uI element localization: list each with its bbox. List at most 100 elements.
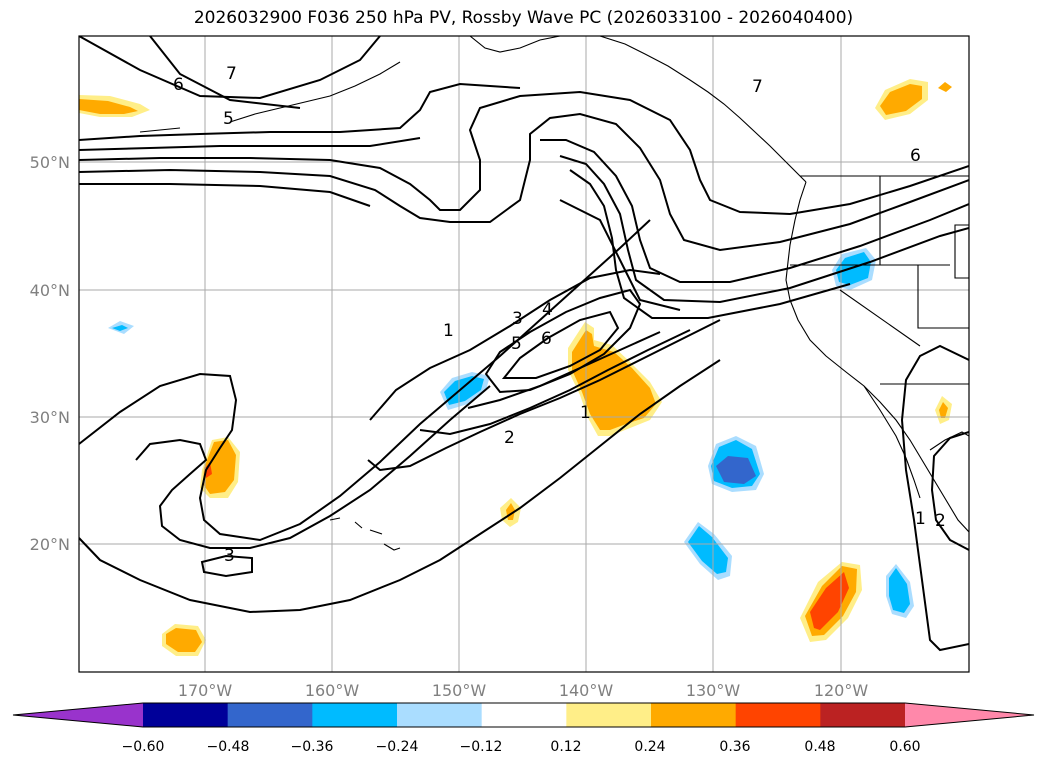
contour-polar-6b (149, 36, 301, 109)
contour-label: 1 (580, 403, 591, 423)
anomaly-negative-central-core (444, 376, 484, 405)
colorbar-segment (312, 703, 398, 727)
anomaly-positive-central-core (572, 330, 656, 430)
anomaly-positive-170w-peak (205, 462, 212, 478)
hawaii (329, 517, 401, 551)
contour-east-1 (900, 344, 969, 652)
negative-anomalies (108, 248, 914, 618)
contour-inner-2 (367, 319, 721, 472)
contour-label: 6 (910, 146, 921, 166)
colorbar-tick-label: −0.12 (460, 739, 503, 755)
anomaly-negative-east-peak (716, 456, 756, 484)
contour-jet-3 (79, 90, 969, 216)
map-title: 2026032900 F036 250 hPa PV, Rossby Wave … (193, 8, 854, 28)
baja-california (863, 385, 921, 499)
aleutian-islands (139, 61, 401, 133)
contour-label: 3 (512, 309, 523, 329)
anomaly-positive-baja-core (939, 402, 948, 418)
colorbar-segment (820, 703, 906, 727)
contour-jet-4 (79, 112, 969, 252)
contour-stream-6 (540, 139, 969, 283)
positive-anomalies (79, 79, 952, 656)
plot-frame (78, 35, 970, 673)
contour-east-2 (930, 431, 969, 551)
anomaly-positive-170w-core (203, 440, 236, 494)
anomaly-positive-ne-core (880, 84, 922, 115)
anomaly-positive-nw-core (79, 99, 138, 114)
contour-label: 5 (511, 334, 522, 354)
lon-label-160w: 160°W (305, 681, 360, 700)
contour-labels: 6 7 5 6 7 1 3 4 5 6 1 2 3 1 2 (173, 64, 946, 566)
colorbar-ticks: −0.60 −0.48 −0.36 −0.24 −0.12 0.12 0.24 … (122, 739, 921, 755)
contour-inner-1 (369, 268, 661, 421)
contour-label: 6 (541, 329, 552, 349)
colorbar-extend-high (905, 703, 1034, 727)
contour-mid-north-1 (559, 199, 681, 311)
colorbar-tick-label: 0.24 (634, 739, 665, 755)
colorbar-segment (227, 703, 313, 727)
colorbar-tick-label: −0.60 (122, 739, 165, 755)
lat-label-40n: 40°N (30, 281, 70, 300)
colorbar-tick-label: −0.48 (207, 739, 250, 755)
contour-label: 7 (226, 64, 237, 84)
colorbar-extend-low (13, 703, 143, 727)
contour-core-5 (484, 288, 642, 394)
colorbar-segment (566, 703, 652, 727)
lat-label-50n: 50°N (30, 153, 70, 172)
alaska-coast (469, 36, 807, 183)
anomaly-positive-tiny (938, 82, 952, 92)
lon-label-170w: 170°W (178, 681, 233, 700)
anomaly-negative-mexico-core (889, 568, 910, 613)
anomaly-negative-tiny-core (112, 325, 128, 331)
longitude-labels: 170°W 160°W 150°W 140°W 130°W 120°W (178, 681, 869, 700)
contour-label: 4 (542, 300, 553, 320)
contour-stream-8 (569, 169, 851, 319)
contour-jet-5 (79, 183, 371, 207)
map-content: 6 7 5 6 7 1 3 4 5 6 1 2 3 1 2 (79, 36, 969, 672)
contour-label: 1 (915, 509, 926, 529)
colorbar: −0.60 −0.48 −0.36 −0.24 −0.12 0.12 0.24 … (12, 702, 1035, 755)
colorbar-tick-label: −0.24 (376, 739, 419, 755)
lat-label-20n: 20°N (30, 535, 70, 554)
contour-polar-7 (79, 36, 381, 100)
contour-jet-1 (79, 82, 521, 141)
colorbar-segments (13, 703, 1034, 727)
colorbar-segment (397, 703, 483, 727)
colorbar-segment (143, 703, 229, 727)
lon-label-130w: 130°W (686, 681, 741, 700)
contour-label: 1 (443, 321, 454, 341)
colorbar-tick-label: 0.60 (889, 739, 920, 755)
colorbar-tick-label: 0.48 (804, 739, 835, 755)
contour-label: 5 (223, 109, 234, 129)
colorbar-segment (735, 703, 821, 727)
colorbar-outline (12, 702, 1035, 728)
contour-3-loop (200, 554, 253, 578)
lon-label-150w: 150°W (432, 681, 487, 700)
lon-label-140w: 140°W (559, 681, 614, 700)
contour-stream-7 (559, 155, 969, 304)
contour-jet-2 (79, 137, 421, 151)
contour-hook (135, 385, 491, 549)
colorbar-tick-label: 0.12 (550, 739, 581, 755)
colorbar-tick-label: 0.36 (719, 739, 750, 755)
colorbar-segment (651, 703, 737, 727)
contour-label: 3 (224, 546, 235, 566)
contour-label: 7 (752, 77, 763, 97)
lon-label-120w: 120°W (814, 681, 869, 700)
pv-contours (79, 36, 969, 652)
lat-label-30n: 30°N (30, 408, 70, 427)
contour-inner-3 (419, 329, 691, 436)
contour-label: 2 (935, 511, 946, 531)
colorbar-tick-label: −0.36 (291, 739, 334, 755)
anomaly-positive-sw-core (166, 628, 202, 652)
anomaly-negative-coast-core (836, 252, 871, 285)
contour-label: 6 (173, 75, 184, 95)
contour-wave-loop (79, 359, 721, 614)
latitude-labels: 50°N 40°N 30°N 20°N (30, 153, 70, 554)
gridlines (79, 36, 969, 672)
anomaly-positive-se-peak (810, 572, 849, 630)
contour-label: 2 (504, 428, 515, 448)
contour-core-6 (501, 310, 620, 379)
anomaly-negative-south-core (688, 526, 728, 574)
